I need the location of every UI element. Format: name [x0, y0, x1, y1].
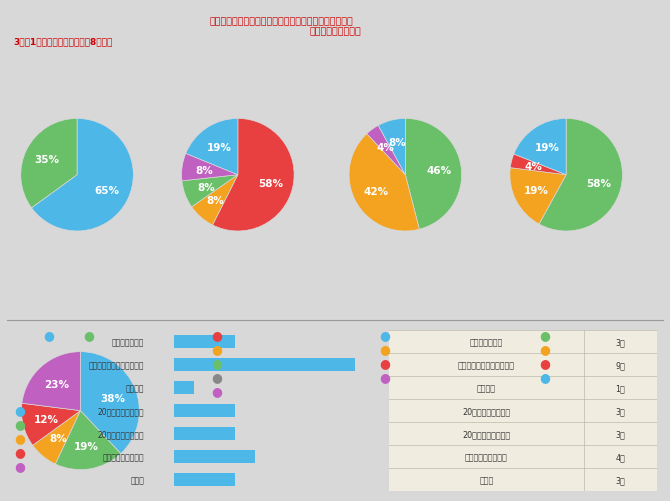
Wedge shape: [33, 411, 80, 464]
Wedge shape: [182, 154, 238, 181]
Text: 契約社員・派遣社員: 契約社員・派遣社員: [465, 452, 508, 461]
Text: 58%: 58%: [258, 178, 283, 188]
Text: 65%: 65%: [94, 186, 120, 195]
Bar: [389, 445, 657, 468]
Bar: [389, 468, 657, 491]
Text: 9名: 9名: [616, 361, 625, 370]
Text: 20時間未満のバイト: 20時間未満のバイト: [97, 406, 144, 415]
Text: 58%: 58%: [586, 179, 611, 189]
Text: 46%: 46%: [426, 166, 452, 176]
Bar: [174, 404, 234, 417]
Text: 8%: 8%: [49, 433, 67, 443]
Text: 正社員: 正社員: [479, 475, 494, 484]
Text: ●: ●: [211, 356, 222, 369]
Text: 3名: 3名: [616, 406, 625, 415]
Text: ●: ●: [379, 328, 390, 341]
Text: 8%: 8%: [207, 196, 224, 206]
Text: 3名: 3名: [616, 338, 625, 347]
Bar: [174, 473, 234, 486]
Text: 契約社員・派遣社員: 契約社員・派遣社員: [103, 452, 144, 461]
Wedge shape: [186, 119, 238, 175]
Text: 8%: 8%: [388, 138, 406, 148]
Text: 職業訓練: 職業訓練: [477, 383, 496, 392]
Bar: [174, 427, 234, 440]
Text: 就職活動継続中: 就職活動継続中: [470, 338, 503, 347]
Bar: [389, 331, 657, 354]
Wedge shape: [366, 126, 405, 175]
Text: 非正規雇用への就職をファーストステップする方が多い: 非正規雇用への就職をファーストステップする方が多い: [210, 18, 353, 27]
Text: 3名: 3名: [616, 429, 625, 438]
Text: ●: ●: [15, 445, 25, 458]
Text: 19%: 19%: [74, 441, 98, 451]
Wedge shape: [379, 119, 405, 175]
Text: 19%: 19%: [206, 142, 231, 152]
Wedge shape: [510, 168, 566, 224]
Text: 正社員: 正社員: [130, 475, 144, 484]
Text: ●: ●: [15, 459, 25, 472]
Wedge shape: [80, 352, 139, 454]
Wedge shape: [21, 119, 77, 208]
Wedge shape: [539, 119, 622, 231]
Bar: [389, 376, 657, 399]
Wedge shape: [31, 119, 133, 231]
Text: 19%: 19%: [524, 186, 549, 195]
Text: ●: ●: [15, 431, 25, 444]
Text: ●: ●: [379, 342, 390, 355]
Text: ●: ●: [211, 384, 222, 397]
Wedge shape: [56, 411, 121, 469]
Text: 1名: 1名: [616, 383, 625, 392]
Wedge shape: [192, 175, 238, 225]
Text: 4%: 4%: [525, 162, 543, 172]
Bar: [174, 450, 255, 463]
Text: ●: ●: [15, 417, 25, 430]
Text: ●: ●: [84, 328, 94, 341]
Text: ●: ●: [539, 342, 551, 355]
Text: 42%: 42%: [363, 186, 389, 196]
Text: 19%: 19%: [535, 142, 559, 152]
Text: 4%: 4%: [377, 143, 395, 153]
Bar: [389, 399, 657, 422]
Text: 35%: 35%: [34, 155, 60, 165]
Text: 38%: 38%: [100, 393, 126, 403]
Bar: [389, 354, 657, 376]
Text: 20時間未満のバイト: 20時間未満のバイト: [462, 406, 511, 415]
Text: ●: ●: [379, 370, 390, 383]
Text: 23%: 23%: [44, 379, 70, 389]
Wedge shape: [182, 175, 238, 207]
Text: ●: ●: [539, 356, 551, 369]
Bar: [174, 359, 355, 371]
Text: ●: ●: [15, 403, 25, 416]
Text: 8%: 8%: [196, 166, 213, 176]
Text: リファー・利用中断・不明: リファー・利用中断・不明: [88, 361, 144, 370]
Text: ●: ●: [211, 370, 222, 383]
Text: ●: ●: [539, 370, 551, 383]
Bar: [174, 382, 194, 394]
Text: 4名: 4名: [616, 452, 625, 461]
Text: ●: ●: [379, 356, 390, 369]
Wedge shape: [511, 155, 566, 175]
Bar: [389, 422, 657, 445]
Text: 3人に1人は直近の無業期間が8年以上: 3人に1人は直近の無業期間が8年以上: [13, 38, 113, 47]
Text: 職業訓練: 職業訓練: [125, 383, 144, 392]
Text: ●: ●: [44, 328, 54, 341]
Text: 3名: 3名: [616, 475, 625, 484]
Text: ●: ●: [211, 328, 222, 341]
Text: リファー・利用中断・不明: リファー・利用中断・不明: [458, 361, 515, 370]
Text: 就職活動継続中: 就職活動継続中: [112, 338, 144, 347]
Text: 危機感を持って来所: 危機感を持って来所: [309, 28, 361, 37]
Wedge shape: [212, 119, 294, 231]
Text: 8%: 8%: [198, 182, 215, 192]
Wedge shape: [22, 352, 80, 411]
Bar: [174, 336, 234, 348]
Text: 20時間以上のバイト: 20時間以上のバイト: [462, 429, 511, 438]
Text: 20時間以上のバイト: 20時間以上のバイト: [97, 429, 144, 438]
Wedge shape: [21, 403, 80, 445]
Wedge shape: [514, 119, 566, 175]
Text: ●: ●: [211, 342, 222, 355]
Wedge shape: [349, 134, 419, 231]
Text: 12%: 12%: [34, 415, 59, 424]
Text: ●: ●: [539, 328, 551, 341]
Wedge shape: [405, 119, 462, 230]
